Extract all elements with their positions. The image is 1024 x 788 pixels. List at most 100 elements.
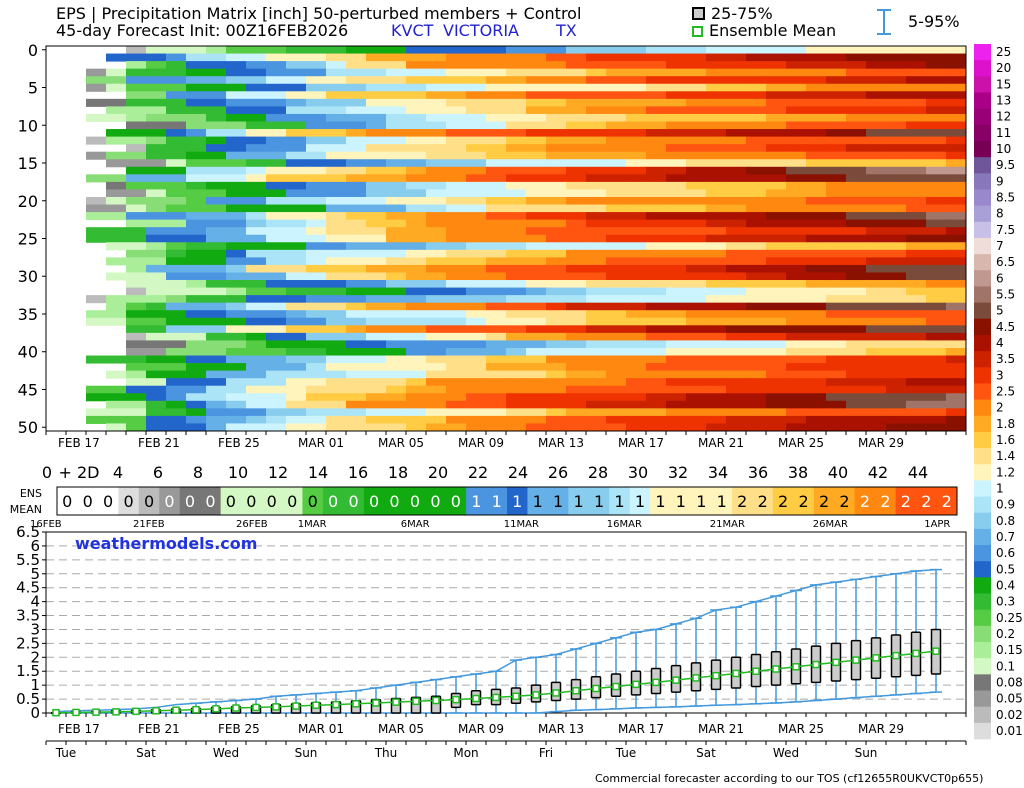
matrix-cell	[126, 264, 147, 273]
matrix-cell	[686, 295, 707, 304]
matrix-cell	[506, 393, 567, 402]
xtick-date-label: FEB 21	[138, 722, 180, 736]
ytick-label: 2	[30, 648, 40, 666]
matrix-cell	[626, 302, 647, 311]
matrix-cell	[486, 113, 547, 122]
matrix-cell	[346, 174, 407, 183]
matrix-cell	[506, 332, 567, 341]
matrix-cell	[186, 196, 207, 206]
mean-marker	[532, 691, 540, 699]
matrix-cell	[726, 257, 767, 266]
matrix-cell	[446, 46, 507, 55]
matrix-cell	[486, 264, 547, 273]
ens-cell	[711, 487, 733, 515]
matrix-cell	[946, 98, 967, 107]
matrix-cell	[946, 189, 967, 198]
xtick-date-label: MAR 25	[778, 722, 824, 736]
matrix-cell	[346, 189, 367, 198]
matrix-cell	[486, 166, 547, 175]
matrix-cell	[646, 400, 667, 409]
matrix-cell	[746, 227, 787, 236]
matrix-cell	[786, 151, 807, 160]
matrix-cell	[386, 227, 447, 236]
matrix-cell	[626, 219, 647, 228]
matrix-cell	[506, 272, 547, 281]
matrix-cell	[826, 280, 847, 289]
matrix-cell	[826, 68, 847, 77]
matrix-cell	[706, 385, 727, 394]
matrix-cell	[786, 408, 827, 417]
colorbar-label: 0.7	[996, 530, 1015, 544]
colorbar-swatch	[974, 140, 991, 158]
matrix-cell	[226, 257, 267, 266]
matrix-cell	[866, 264, 927, 273]
matrix-cell	[766, 249, 787, 258]
matrix-cell	[566, 219, 587, 228]
matrix-cell	[226, 302, 247, 311]
matrix-cell	[406, 181, 427, 190]
matrix-cell	[186, 355, 227, 364]
matrix-cell	[126, 174, 187, 183]
matrix-cell	[786, 249, 847, 258]
ens-cell	[875, 487, 897, 515]
ens-cell-value: 2	[758, 492, 768, 511]
matrix-cell	[106, 272, 167, 281]
matrix-cell	[646, 325, 707, 334]
matrix-cell	[726, 151, 787, 160]
mean-marker	[312, 701, 320, 709]
matrix-cell	[326, 98, 367, 107]
matrix-cell	[126, 317, 167, 326]
matrix-cell	[686, 287, 727, 296]
matrix-cell	[526, 189, 567, 198]
matrix-cell	[406, 46, 447, 55]
matrix-cell	[106, 242, 147, 251]
matrix-cell	[526, 287, 547, 296]
matrix-cell	[326, 212, 347, 221]
matrix-cell	[906, 98, 927, 107]
matrix-cell	[806, 159, 847, 168]
matrix-cell	[866, 174, 907, 183]
matrix-cell	[486, 325, 527, 334]
matrix-cell	[346, 325, 367, 334]
matrix-cell	[666, 287, 687, 296]
matrix-cell	[606, 129, 647, 138]
ens-cell-value: 1	[676, 492, 686, 511]
matrix-cell	[146, 393, 167, 402]
chart-init-line: 45-day Forecast Init: 00Z16FEB2026	[56, 22, 348, 39]
matrix-cell	[906, 196, 927, 206]
matrix-cell	[866, 227, 887, 236]
matrix-cell	[726, 287, 747, 296]
matrix-cell	[666, 151, 727, 160]
matrix-cell	[206, 227, 247, 236]
ens-cell	[813, 487, 835, 515]
matrix-cell	[946, 340, 967, 349]
mean-marker	[132, 707, 140, 716]
matrix-cell	[766, 159, 807, 168]
matrix-cell	[406, 106, 467, 115]
matrix-cell	[846, 113, 867, 122]
matrix-cell	[926, 310, 967, 319]
matrix-cell	[726, 264, 787, 273]
matrix-cell	[426, 264, 467, 273]
matrix-cell	[266, 181, 307, 190]
matrix-cell	[346, 129, 367, 138]
matrix-cell	[646, 363, 667, 372]
ens-cell	[466, 487, 488, 515]
matrix-cell	[826, 378, 847, 387]
matrix-cell	[886, 310, 927, 319]
matrix-cell	[906, 212, 927, 221]
matrix-cell	[666, 347, 707, 357]
lead-tick-label: 38	[788, 463, 808, 482]
matrix-cell	[606, 234, 647, 243]
matrix-cell	[786, 196, 807, 206]
matrix-cell	[406, 129, 447, 138]
colorbar-label: 7.5	[996, 223, 1015, 237]
matrix-cell	[826, 295, 847, 304]
matrix-cell	[126, 310, 187, 319]
matrix-cell	[906, 287, 967, 296]
matrix-cell	[926, 76, 947, 85]
matrix-cell	[386, 287, 407, 296]
matrix-cell	[406, 272, 447, 281]
matrix-cell	[646, 234, 687, 243]
matrix-cell	[626, 332, 647, 341]
